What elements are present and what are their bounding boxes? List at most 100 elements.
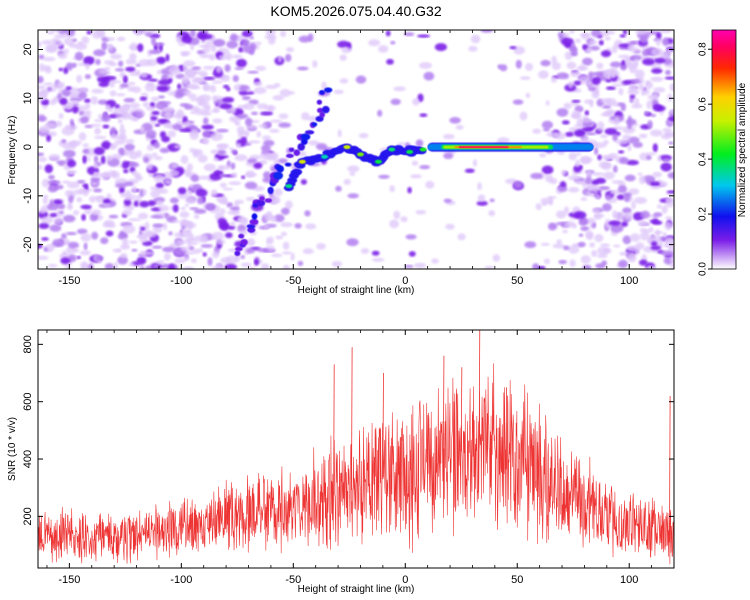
heatmap-streak-blob — [234, 250, 241, 256]
heatmap-speckle — [97, 75, 107, 83]
heatmap-speckle — [543, 258, 551, 265]
heatmap-speckle — [240, 262, 252, 267]
heatmap-speckle — [71, 106, 79, 114]
snr-peak — [460, 367, 463, 452]
heatmap-speckle — [580, 119, 593, 123]
heatmap-speckle — [598, 186, 611, 190]
heatmap-speckle — [122, 75, 128, 84]
heatmap-speckle — [633, 58, 639, 66]
heatmap-speckle — [152, 225, 163, 234]
heatmap-speckle — [548, 223, 557, 231]
heatmap-speckle — [278, 113, 289, 119]
heatmap-speckle — [62, 180, 71, 184]
heatmap-speckle — [152, 223, 164, 228]
heatmap-speckle — [655, 31, 662, 40]
heatmap-speckle — [68, 241, 79, 249]
heatmap-speckle — [417, 34, 431, 38]
heatmap-speckle — [622, 235, 632, 245]
heatmap-speckle — [253, 86, 267, 95]
heatmap-speckle — [556, 108, 569, 117]
heatmap-speckle — [46, 134, 52, 142]
heatmap-speckle — [151, 152, 158, 158]
heatmap-speckle — [282, 241, 290, 250]
heatmap-speckle — [172, 219, 180, 223]
heatmap-speckle — [184, 70, 191, 76]
heatmap-speckle — [247, 158, 258, 164]
heatmap-segment-core — [343, 145, 351, 150]
heatmap-speckle — [222, 96, 235, 103]
heatmap-speckle — [556, 72, 569, 80]
snr-panel: -150 -100 -50 0 50 100 200 400 600 800 Height of… — [7, 329, 675, 595]
heatmap-speckle — [629, 64, 638, 74]
heatmap-speckle — [61, 233, 67, 240]
heatmap-speckle — [217, 165, 230, 170]
heatmap-x-tick-label: 0 — [402, 275, 408, 287]
heatmap-speckle — [297, 260, 304, 267]
heatmap-speckle — [541, 201, 548, 206]
heatmap-speckle — [201, 124, 214, 130]
heatmap-speckle — [93, 171, 99, 179]
heatmap-speckle — [499, 64, 508, 72]
heatmap-speckle — [377, 109, 383, 117]
heatmap-speckle — [296, 66, 309, 71]
heatmap-speckle — [161, 74, 169, 81]
heatmap-speckle — [213, 39, 226, 47]
heatmap-speckle — [569, 259, 576, 268]
heatmap-speckle — [38, 223, 50, 229]
heatmap-speckle — [74, 42, 88, 51]
heatmap-speckle — [205, 203, 216, 211]
heatmap-speckle — [202, 47, 211, 54]
heatmap-x-tick-label: -150 — [58, 275, 80, 287]
heatmap-speckle — [42, 56, 56, 62]
heatmap-speckle — [151, 36, 156, 46]
heatmap-speckle — [154, 174, 165, 183]
heatmap-speckle — [651, 241, 658, 247]
heatmap-speckle — [410, 174, 422, 179]
heatmap-speckle — [664, 221, 673, 231]
heatmap-speckle — [150, 215, 164, 219]
heatmap-speckle — [198, 175, 210, 180]
heatmap-speckle — [72, 38, 77, 42]
heatmap-speckle — [419, 165, 431, 170]
heatmap-speckle — [102, 222, 112, 228]
heatmap-speckle — [105, 230, 114, 237]
heatmap-speckle — [650, 181, 661, 187]
heatmap-speckle — [119, 186, 125, 194]
heatmap-speckle — [59, 97, 68, 106]
heatmap-speckle — [618, 87, 624, 96]
heatmap-speckle — [145, 32, 153, 37]
heatmap-speckle — [38, 41, 42, 48]
heatmap-speckle — [568, 152, 577, 161]
heatmap-speckle — [574, 129, 586, 137]
heatmap-speckle — [621, 221, 628, 227]
heatmap-speckle — [339, 54, 347, 61]
heatmap-speckle — [82, 184, 88, 188]
snr-peak — [442, 355, 445, 456]
heatmap-speckle — [56, 120, 63, 127]
heatmap-speckle — [163, 222, 168, 231]
heatmap-speckle — [93, 119, 104, 123]
heatmap-speckle — [180, 155, 189, 164]
heatmap-speckle — [650, 76, 664, 82]
heatmap-speckle — [38, 255, 49, 260]
heatmap-speckle — [49, 213, 57, 218]
heatmap-speckle — [155, 260, 165, 265]
heatmap-speckle — [442, 134, 455, 140]
heatmap-speckle — [38, 85, 46, 90]
heatmap-x-tick-label: -100 — [170, 275, 192, 287]
heatmap-speckle — [68, 140, 82, 146]
heatmap-speckle — [123, 97, 136, 103]
heatmap-speckle — [81, 110, 92, 115]
heatmap-speckle — [60, 257, 71, 265]
heatmap-speckle — [47, 264, 58, 268]
snr-x-tick-label: -150 — [58, 574, 80, 586]
heatmap-speckle — [90, 123, 102, 127]
snr-x-tick-label: 100 — [620, 574, 638, 586]
heatmap-speckle — [115, 93, 126, 97]
heatmap-speckle — [519, 111, 528, 121]
heatmap-speckle — [578, 217, 588, 226]
heatmap-speckle — [135, 70, 141, 77]
heatmap-speckle — [263, 139, 275, 147]
heatmap-speckle — [65, 86, 72, 90]
heatmap-speckle — [77, 179, 86, 184]
